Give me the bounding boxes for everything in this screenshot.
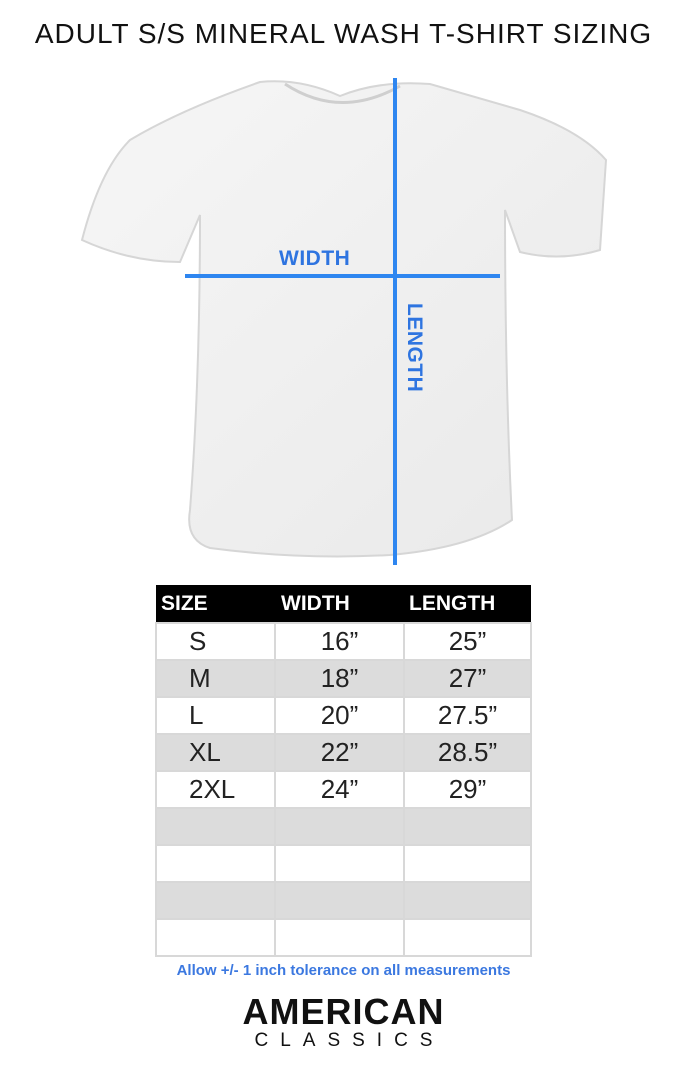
width-cell (274, 807, 405, 846)
width-cell: 22” (274, 733, 405, 772)
table-row (155, 807, 532, 846)
table-row: XL 22” 28.5” (155, 733, 532, 772)
table-row: L 20” 27.5” (155, 696, 532, 735)
length-cell: 27.5” (403, 696, 532, 735)
table-row: M 18” 27” (155, 659, 532, 698)
table-row (155, 844, 532, 883)
length-cell (403, 881, 532, 920)
width-cell: 16” (274, 622, 405, 661)
size-cell: XL (155, 733, 276, 772)
size-cell (155, 807, 276, 846)
size-cell: 2XL (155, 770, 276, 809)
width-cell (274, 918, 405, 957)
size-cell (155, 844, 276, 883)
length-cell (403, 807, 532, 846)
length-cell (403, 844, 532, 883)
width-cell: 20” (274, 696, 405, 735)
size-cell: M (155, 659, 276, 698)
tolerance-note: Allow +/- 1 inch tolerance on all measur… (176, 962, 511, 979)
width-label: WIDTH (279, 247, 351, 270)
t-shirt-diagram (80, 78, 608, 565)
width-cell: 18” (274, 659, 405, 698)
table-row (155, 881, 532, 920)
header-size: SIZE (156, 585, 275, 623)
brand-line2: CLASSICS (254, 1030, 445, 1051)
length-cell (403, 918, 532, 957)
width-cell (274, 844, 405, 883)
page-title: ADULT S/S MINERAL WASH T-SHIRT SIZING (34, 18, 653, 49)
table-row: S 16” 25” (155, 622, 532, 661)
length-label: LENGTH (403, 303, 426, 393)
header-length: LENGTH (404, 585, 531, 623)
length-cell: 27” (403, 659, 532, 698)
length-cell: 29” (403, 770, 532, 809)
size-cell: S (155, 622, 276, 661)
table-row: 2XL 24” 29” (155, 770, 532, 809)
width-cell (274, 881, 405, 920)
brand-logo: AMERICAN CLASSICS (0, 993, 687, 1051)
size-cell (155, 881, 276, 920)
table-row (155, 918, 532, 957)
length-cell: 28.5” (403, 733, 532, 772)
size-cell (155, 918, 276, 957)
header-width: WIDTH (275, 585, 404, 623)
t-shirt-image (80, 80, 608, 558)
brand-line1: AMERICAN (242, 991, 445, 1032)
length-cell: 25” (403, 622, 532, 661)
width-cell: 24” (274, 770, 405, 809)
size-cell: L (155, 696, 276, 735)
size-table: SIZE WIDTH LENGTH S 16” 25” M 18” 27” L 20” 27.5… (155, 585, 532, 957)
